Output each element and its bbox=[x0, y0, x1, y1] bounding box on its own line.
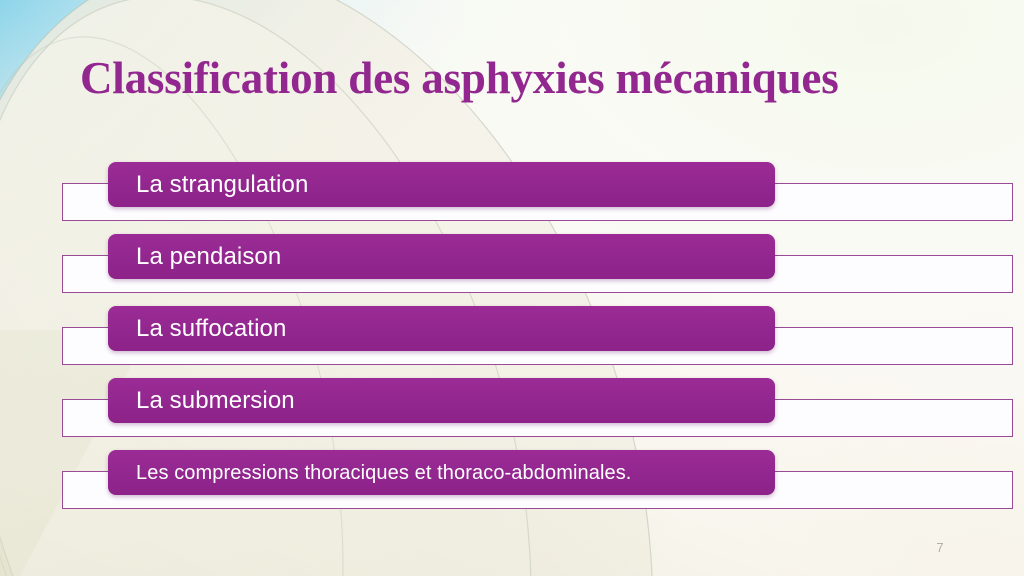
list-item-label: La submersion bbox=[136, 386, 295, 414]
list-item-label: La pendaison bbox=[136, 242, 282, 270]
slide-title: Classification des asphyxies mécaniques bbox=[80, 53, 839, 103]
list-item-chip[interactable]: La suffocation bbox=[108, 306, 775, 351]
list-item-chip[interactable]: La pendaison bbox=[108, 234, 775, 279]
list-item-label: La suffocation bbox=[136, 314, 287, 342]
list-item-chip[interactable]: La submersion bbox=[108, 378, 775, 423]
list-item-chip[interactable]: Les compressions thoraciques et thoraco-… bbox=[108, 450, 775, 495]
page-number: 7 bbox=[936, 540, 944, 555]
list-item-label: La strangulation bbox=[136, 170, 309, 198]
list-item-label: Les compressions thoraciques et thoraco-… bbox=[136, 461, 632, 484]
list-item-chip[interactable]: La strangulation bbox=[108, 162, 775, 207]
